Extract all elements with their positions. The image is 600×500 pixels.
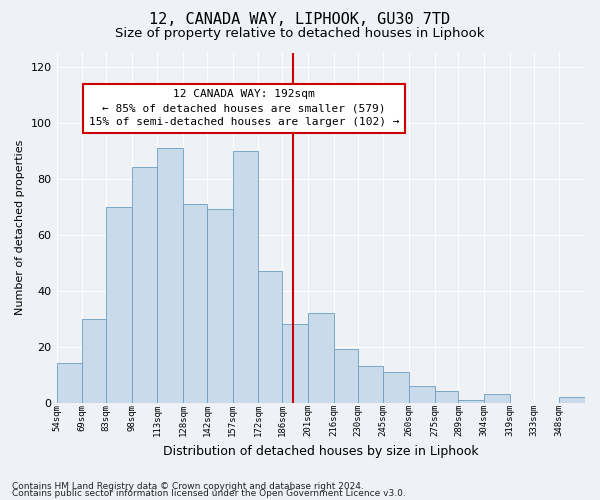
Bar (383, 372, 409, 402)
Y-axis label: Number of detached properties: Number of detached properties (15, 140, 25, 315)
Bar (183, 204, 207, 402)
Bar (334, 350, 358, 403)
Bar (282, 324, 308, 402)
Bar (308, 313, 334, 402)
Bar (458, 400, 484, 402)
Bar (409, 386, 434, 402)
Bar (106, 206, 132, 402)
Bar (358, 366, 383, 403)
Bar (233, 150, 259, 402)
X-axis label: Distribution of detached houses by size in Liphook: Distribution of detached houses by size … (163, 444, 479, 458)
Bar (56, 364, 82, 403)
Text: Size of property relative to detached houses in Liphook: Size of property relative to detached ho… (115, 28, 485, 40)
Bar (259, 271, 282, 402)
Text: Contains HM Land Registry data © Crown copyright and database right 2024.: Contains HM Land Registry data © Crown c… (12, 482, 364, 491)
Bar (82, 318, 106, 402)
Bar (132, 168, 157, 402)
Text: Contains public sector information licensed under the Open Government Licence v3: Contains public sector information licen… (12, 489, 406, 498)
Text: 12, CANADA WAY, LIPHOOK, GU30 7TD: 12, CANADA WAY, LIPHOOK, GU30 7TD (149, 12, 451, 28)
Text: 12 CANADA WAY: 192sqm
← 85% of detached houses are smaller (579)
15% of semi-det: 12 CANADA WAY: 192sqm ← 85% of detached … (89, 90, 400, 128)
Bar (207, 210, 233, 402)
Bar (484, 394, 510, 402)
Bar (157, 148, 183, 402)
Bar (559, 397, 585, 402)
Bar (434, 392, 458, 402)
